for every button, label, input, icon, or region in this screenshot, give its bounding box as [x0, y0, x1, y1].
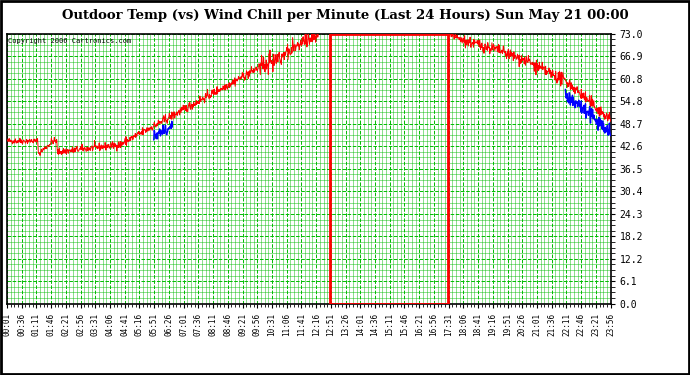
Bar — [331, 34, 448, 304]
Text: Outdoor Temp (vs) Wind Chill per Minute (Last 24 Hours) Sun May 21 00:00: Outdoor Temp (vs) Wind Chill per Minute … — [61, 9, 629, 22]
Text: Copyright 2006 Cartronics.com: Copyright 2006 Cartronics.com — [8, 38, 131, 44]
